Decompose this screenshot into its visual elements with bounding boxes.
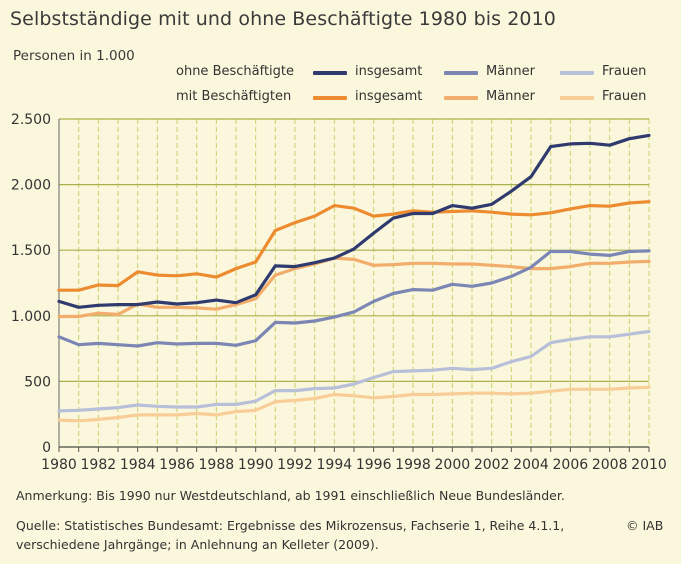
y-tick-label: 2.000 <box>11 178 51 194</box>
x-tick-label: 1990 <box>238 457 274 473</box>
x-tick-label: 1994 <box>317 457 353 473</box>
series-line-ohne-maenner <box>57 249 651 348</box>
x-tick-label: 2000 <box>435 457 471 473</box>
series-line-mit-insgesamt <box>57 200 651 292</box>
x-tick-label: 1984 <box>120 457 156 473</box>
source-line-1: Quelle: Statistisches Bundesamt: Ergebni… <box>16 518 565 533</box>
y-tick-label: 0 <box>42 440 51 456</box>
series-line-mit-frauen <box>57 385 651 423</box>
copyright: © IAB <box>626 518 664 533</box>
x-tick-label: 1986 <box>159 457 195 473</box>
x-tick-label: 1992 <box>277 457 313 473</box>
chart-title: Selbstständige mit und ohne Beschäftigte… <box>10 8 556 30</box>
y-tick-label: 1.500 <box>11 243 51 259</box>
series-lines <box>57 133 651 423</box>
x-tick-label: 1980 <box>41 457 77 473</box>
x-tick-label: 2010 <box>631 457 667 473</box>
y-tick-label: 2.500 <box>11 112 51 128</box>
x-tick-label: 2002 <box>474 457 510 473</box>
y-tick-label: 1.000 <box>11 309 51 325</box>
line-chart: 0 500 1.000 1.500 2.000 2.500 1980 1982 1984 1986… <box>11 112 667 473</box>
x-tick-label: 1982 <box>81 457 117 473</box>
series-line-ohne-insgesamt <box>57 133 651 309</box>
chart-subtitle: Personen in 1.000 <box>13 48 135 64</box>
x-tick-label: 2008 <box>592 457 628 473</box>
y-tick-label: 500 <box>24 374 51 390</box>
x-tick-label: 1996 <box>356 457 392 473</box>
x-tick-label: 1988 <box>199 457 235 473</box>
x-tick-label: 2006 <box>553 457 589 473</box>
series-line-mit-maenner <box>57 256 651 319</box>
series-line-ohne-frauen <box>57 329 651 413</box>
x-tick-label: 2004 <box>513 457 549 473</box>
grid <box>59 118 650 448</box>
remark-note: Anmerkung: Bis 1990 nur Westdeutschland,… <box>16 488 565 503</box>
axes: 0 500 1.000 1.500 2.000 2.500 1980 1982 1984 1986… <box>11 112 667 473</box>
source-line-2: verschiedene Jahrgänge; in Anlehnung an … <box>16 537 379 552</box>
x-tick-label: 1998 <box>395 457 431 473</box>
